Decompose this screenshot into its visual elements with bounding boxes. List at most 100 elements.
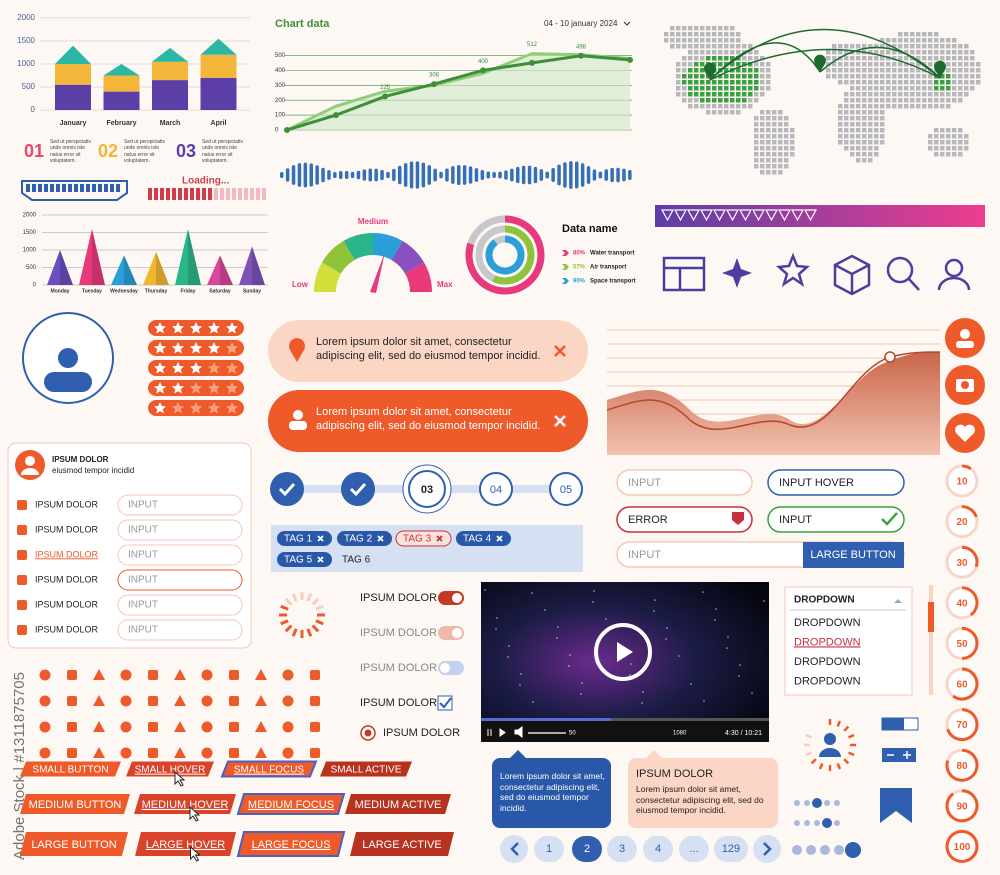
button[interactable] bbox=[20, 832, 128, 856]
map-dot bbox=[742, 62, 747, 67]
map-dot bbox=[760, 68, 765, 73]
map-dot bbox=[766, 140, 771, 145]
map-dot bbox=[868, 128, 873, 133]
tag[interactable] bbox=[337, 531, 392, 546]
text-input[interactable] bbox=[767, 506, 905, 533]
play-ring[interactable] bbox=[594, 623, 652, 681]
ui-icon bbox=[229, 722, 239, 732]
button[interactable] bbox=[20, 794, 130, 814]
page-button[interactable] bbox=[534, 836, 564, 862]
map-dot bbox=[964, 68, 969, 73]
map-dot bbox=[676, 26, 681, 31]
button[interactable] bbox=[320, 761, 412, 777]
map-dot bbox=[880, 80, 885, 85]
dropdown-item[interactable]: DROPDOWN bbox=[794, 675, 861, 687]
button-label: LARGE BUTTON bbox=[810, 549, 895, 561]
x-tick-label: April bbox=[211, 120, 227, 127]
button[interactable] bbox=[20, 761, 121, 777]
page-button[interactable] bbox=[607, 836, 637, 862]
page-prev[interactable] bbox=[500, 835, 528, 863]
button[interactable] bbox=[236, 793, 346, 815]
map-dot bbox=[742, 56, 747, 61]
rating-star bbox=[225, 342, 239, 354]
button[interactable] bbox=[134, 794, 236, 814]
bar-triangle bbox=[699, 209, 714, 222]
step-done bbox=[270, 472, 304, 506]
tag[interactable] bbox=[456, 531, 511, 546]
wave-bar bbox=[403, 163, 408, 187]
map-dot bbox=[730, 86, 735, 91]
y-tick-label: 500 bbox=[275, 53, 286, 59]
tag[interactable] bbox=[277, 552, 332, 567]
page-button[interactable] bbox=[679, 836, 709, 862]
map-dot bbox=[676, 86, 681, 91]
map-dot bbox=[886, 80, 891, 85]
button[interactable] bbox=[126, 761, 214, 777]
map-dot bbox=[922, 74, 927, 79]
text-input[interactable] bbox=[616, 469, 753, 496]
map-dot bbox=[928, 140, 933, 145]
progress-stripe bbox=[110, 184, 114, 192]
dropdown-caret bbox=[894, 599, 902, 603]
tag[interactable] bbox=[277, 531, 332, 546]
map-dot bbox=[850, 122, 855, 127]
star bbox=[629, 674, 631, 676]
map-dot bbox=[964, 50, 969, 55]
button[interactable] bbox=[135, 832, 236, 856]
step bbox=[479, 472, 513, 506]
checkbox[interactable] bbox=[437, 695, 453, 711]
star bbox=[751, 692, 753, 694]
spinner-tick bbox=[843, 725, 850, 732]
wave-bar bbox=[557, 164, 561, 186]
page-button[interactable] bbox=[714, 836, 748, 862]
page-next[interactable] bbox=[753, 835, 781, 863]
dropdown-item[interactable]: DROPDOWN bbox=[794, 636, 861, 648]
dot bbox=[794, 800, 800, 806]
map-dot bbox=[784, 116, 789, 121]
button[interactable] bbox=[350, 832, 454, 856]
text-input[interactable] bbox=[767, 469, 905, 496]
text-input-label: INPUT bbox=[628, 477, 661, 489]
map-dot bbox=[940, 50, 945, 55]
y-tick-label: 0 bbox=[31, 105, 36, 114]
map-route bbox=[709, 42, 821, 81]
wave-bar bbox=[415, 161, 420, 189]
map-dot bbox=[856, 122, 861, 127]
large-button[interactable] bbox=[803, 542, 904, 568]
text-input[interactable] bbox=[616, 506, 753, 533]
map-dot bbox=[718, 56, 723, 61]
page-button[interactable] bbox=[572, 836, 602, 862]
map-dot bbox=[844, 134, 849, 139]
tag[interactable] bbox=[395, 530, 452, 547]
map-dot bbox=[712, 38, 717, 43]
map-dot bbox=[916, 74, 921, 79]
button[interactable] bbox=[345, 794, 451, 814]
map-dot bbox=[892, 104, 897, 109]
video-quality: 1080 bbox=[673, 731, 687, 737]
map-dot bbox=[736, 74, 741, 79]
map-dot bbox=[712, 104, 717, 109]
map-dot bbox=[712, 44, 717, 49]
page-button[interactable] bbox=[643, 836, 673, 862]
video-volume: 50 bbox=[569, 731, 576, 737]
map-dot bbox=[844, 98, 849, 103]
spinner-tick bbox=[306, 628, 313, 637]
map-dot bbox=[850, 110, 855, 115]
icon-dice bbox=[833, 254, 871, 296]
dropdown-item[interactable]: DROPDOWN bbox=[794, 656, 861, 668]
button[interactable] bbox=[236, 831, 346, 857]
map-dot bbox=[940, 140, 945, 145]
map-dot bbox=[718, 74, 723, 79]
star bbox=[726, 647, 728, 649]
map-dot bbox=[868, 110, 873, 115]
dropdown-item[interactable]: DROPDOWN bbox=[794, 617, 861, 629]
ui-icon bbox=[93, 695, 105, 706]
ui-icon bbox=[120, 747, 132, 759]
button[interactable] bbox=[220, 760, 318, 778]
map-dot bbox=[922, 50, 927, 55]
map-dot bbox=[712, 86, 717, 91]
map-dot bbox=[760, 86, 765, 91]
loading-stripe bbox=[262, 188, 266, 200]
map-dot bbox=[850, 86, 855, 91]
line-point bbox=[578, 52, 584, 59]
